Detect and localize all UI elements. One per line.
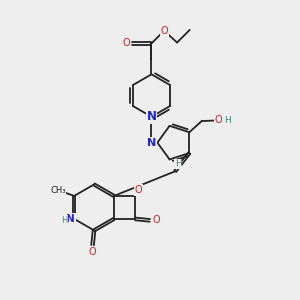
- Text: H: H: [175, 159, 181, 168]
- Text: N: N: [146, 110, 157, 123]
- Text: H: H: [224, 116, 230, 125]
- Text: O: O: [123, 38, 130, 48]
- Text: O: O: [215, 116, 223, 125]
- Text: O: O: [160, 26, 168, 36]
- Text: O: O: [152, 215, 160, 225]
- Text: CH₃: CH₃: [50, 186, 66, 195]
- Text: O: O: [135, 185, 142, 195]
- Text: N: N: [66, 214, 75, 224]
- Text: O: O: [89, 247, 96, 256]
- Text: H: H: [61, 216, 67, 225]
- Text: N: N: [147, 138, 156, 148]
